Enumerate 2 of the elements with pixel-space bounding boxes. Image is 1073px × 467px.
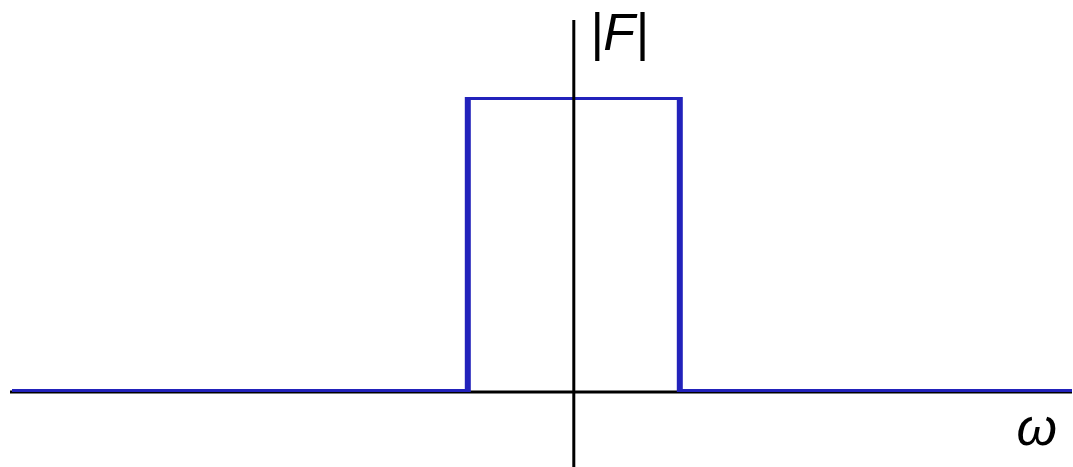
x-axis-title: ω — [1016, 398, 1057, 456]
y-axis-title: |F| — [589, 3, 649, 61]
